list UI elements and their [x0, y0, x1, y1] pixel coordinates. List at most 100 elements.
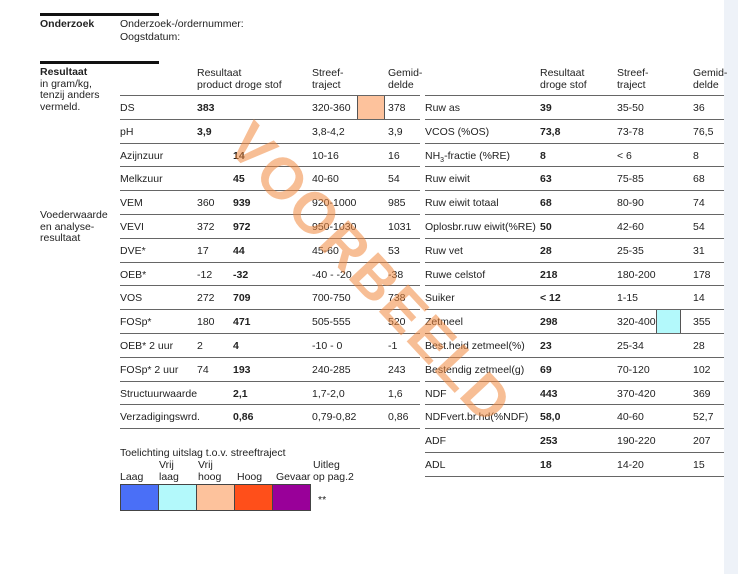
droge-stof-value: 39 — [540, 102, 552, 114]
gemiddelde-value: 369 — [693, 387, 711, 400]
table-row: Bestendig zetmeel(g) 69 70-120 102 — [425, 358, 724, 382]
streef-value: 1,7-2,0 — [312, 387, 345, 400]
voederwaarde-line: resultaat — [40, 232, 81, 244]
product-value: -12 — [197, 268, 213, 281]
droge-stof-value: 218 — [540, 268, 558, 281]
table-row: Oplosbr.ruw eiwit(%RE) 50 42-60 54 — [425, 215, 724, 239]
droge-stof-value: 69 — [540, 363, 552, 376]
streef-value: 40-60 — [312, 173, 339, 186]
gemiddelde-value: 355 — [693, 316, 711, 329]
droge-stof-value: < 12 — [540, 292, 561, 305]
table-row: pH 3,9 3,8-4,2 3,9 — [120, 120, 420, 144]
droge-stof-value: 68 — [540, 197, 552, 210]
section-divider — [40, 13, 159, 16]
table-row: Ruw vet 28 25-35 31 — [425, 239, 724, 263]
droge-stof-value: 253 — [540, 435, 558, 448]
table-row: ADF 253 190-220 207 — [425, 429, 724, 453]
table-row: FOSp* 180 471 505-555 520 — [120, 310, 420, 334]
droge-stof-value: 298 — [540, 316, 558, 329]
streef-value: 700-750 — [312, 292, 351, 305]
row-label: DS — [120, 102, 135, 114]
legend-title: Toelichting uitslag t.o.v. streeftraject — [120, 447, 286, 459]
droge-stof-value: 73,8 — [540, 125, 561, 138]
streef-value: 45-60 — [312, 244, 339, 257]
streef-value: 75-85 — [617, 173, 644, 186]
table-row: ADL 18 14-20 15 — [425, 453, 724, 477]
row-label: FOSp* — [120, 316, 152, 329]
streef-value: -40 - -20 — [312, 268, 352, 281]
row-label: OEB* — [120, 268, 147, 281]
streef-value: 35-50 — [617, 102, 644, 114]
gemiddelde-value: 14 — [693, 292, 705, 305]
streef-value: 73-78 — [617, 125, 644, 138]
gemiddelde-value: 3,9 — [388, 125, 403, 138]
legend-label: Gevaar — [276, 471, 311, 483]
legend-label: Laag — [120, 471, 144, 483]
table-row: Ruw eiwit totaal 68 80-90 74 — [425, 191, 724, 215]
droge-stof-value: 63 — [540, 173, 552, 186]
droge-stof-value: 709 — [233, 292, 251, 305]
table-top-line — [120, 95, 420, 96]
streef-value: 180-200 — [617, 268, 656, 281]
streef-value: 80-90 — [617, 197, 644, 210]
gemiddelde-value: 520 — [388, 316, 406, 329]
droge-stof-value: 50 — [540, 221, 552, 233]
gemiddelde-value: 1,6 — [388, 387, 403, 400]
droge-stof-value: 4 — [233, 340, 239, 352]
table-row: Suiker < 12 1-15 14 — [425, 286, 724, 311]
streef-value: 240-285 — [312, 363, 351, 376]
row-label: Suiker — [425, 292, 455, 305]
flag-swatch — [357, 96, 385, 119]
oogstdatum-label: Oogstdatum: — [120, 31, 181, 43]
row-label: NDFvert.br.hd(%NDF) — [425, 411, 529, 424]
flag-swatch — [656, 310, 681, 333]
header-resultaat: Resultaat product droge stof — [197, 67, 282, 91]
streef-value: 0,79-0,82 — [312, 411, 357, 424]
gemiddelde-value: -38 — [388, 268, 404, 281]
voederwaarde-heading: Voederwaarde en analyse- resultaat — [40, 209, 108, 245]
row-label: Ruw eiwit totaal — [425, 197, 499, 210]
streef-value: 1-15 — [617, 292, 639, 305]
legend-label: Hoog — [237, 471, 263, 483]
row-label: VEM — [120, 197, 143, 210]
row-label: Ruwe celstof — [425, 268, 486, 281]
gemiddelde-value: 178 — [693, 268, 711, 281]
gemiddelde-value: 1031 — [388, 221, 412, 233]
row-label: VOS — [120, 292, 143, 305]
gemiddelde-value: 243 — [388, 363, 406, 376]
table-row: NDF 443 370-420 369 — [425, 382, 724, 406]
streef-value: < 6 — [617, 149, 632, 162]
gemiddelde-value: 28 — [693, 340, 705, 352]
streef-value: 370-420 — [617, 387, 656, 400]
product-value: 180 — [197, 316, 215, 329]
row-label: Ruw as — [425, 102, 461, 114]
streef-value: 3,8-4,2 — [312, 125, 345, 138]
streef-value: 320-400 — [617, 316, 656, 329]
gemiddelde-value: 985 — [388, 197, 406, 210]
table-row: VEM 360 939 920-1000 985 — [120, 191, 420, 215]
droge-stof-value: 939 — [233, 197, 251, 210]
droge-stof-value: 972 — [233, 221, 251, 233]
row-label: Verzadigingswrd. — [120, 411, 200, 424]
table-row: NDFvert.br.hd(%NDF) 58,0 40-60 52,7 — [425, 405, 724, 430]
streef-value: 70-120 — [617, 363, 650, 376]
legend-stars: ** — [318, 494, 327, 506]
gemiddelde-value: 74 — [693, 197, 705, 210]
table-row: Ruwe celstof 218 180-200 178 — [425, 263, 724, 287]
gemiddelde-value: 54 — [388, 173, 400, 186]
legend-label: Vrij hoog — [198, 459, 222, 483]
gemiddelde-value: 0,86 — [388, 411, 409, 424]
product-value: 2 — [197, 340, 203, 352]
row-label: Zetmeel — [425, 316, 463, 329]
streef-value: 190-220 — [617, 435, 656, 448]
onderzoek-title: Onderzoek — [40, 18, 95, 30]
table-row: Best.heid zetmeel(%) 23 25-34 28 — [425, 334, 724, 358]
table-row: Azijnzuur 14 10-16 16 — [120, 144, 420, 168]
droge-stof-value: 8 — [540, 149, 546, 162]
row-label: Oplosbr.ruw eiwit(%RE) — [425, 221, 536, 233]
legend-label: Vrij laag — [159, 459, 179, 483]
gemiddelde-value: 54 — [693, 221, 705, 233]
streef-value: 320-360 — [312, 102, 351, 114]
table-row: Zetmeel 298 320-400 355 — [425, 310, 724, 334]
gemiddelde-value: 76,5 — [693, 125, 714, 138]
